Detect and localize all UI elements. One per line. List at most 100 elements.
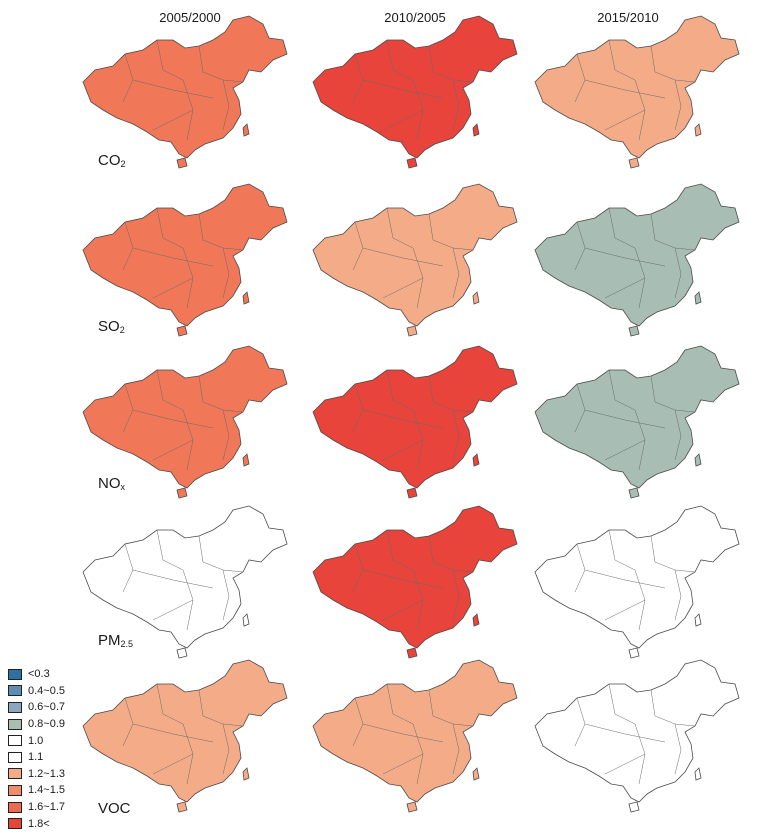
region-shape — [82, 659, 288, 803]
province-boundary — [452, 723, 474, 727]
province-boundary — [452, 409, 460, 461]
region-shape — [406, 647, 418, 659]
province-boundary — [156, 39, 184, 81]
region-shape — [242, 123, 250, 137]
province-boundary — [222, 569, 230, 621]
province-boundary — [674, 409, 682, 461]
province-boundary — [608, 207, 636, 249]
province-map — [534, 345, 740, 499]
region-shape — [472, 291, 480, 305]
province-boundary — [584, 723, 666, 743]
province-boundary — [452, 247, 460, 299]
province-boundary — [452, 569, 460, 621]
legend: <0.3 0.4~0.5 0.6~0.7 0.8~0.9 1.0 1.1 1.2~1.3 1.… — [8, 666, 65, 832]
region-shape — [312, 659, 518, 803]
region-shape — [694, 123, 702, 137]
province-boundary — [650, 689, 676, 725]
province-boundary — [132, 723, 214, 743]
province-boundary — [428, 45, 454, 81]
province-boundary — [222, 79, 230, 131]
province-boundary — [222, 79, 244, 83]
province-boundary — [382, 109, 424, 131]
province-boundary — [428, 535, 454, 571]
province-boundary — [674, 723, 682, 775]
province-boundary — [152, 753, 194, 775]
region-shape — [534, 345, 740, 489]
region-shape — [82, 183, 288, 327]
region-shape — [694, 291, 702, 305]
province-boundary — [386, 207, 414, 249]
region-shape — [176, 487, 188, 499]
legend-item: 1.8< — [8, 815, 65, 832]
legend-swatch — [8, 751, 22, 763]
region-shape — [628, 325, 640, 337]
province-boundary — [650, 535, 676, 571]
province-map — [82, 659, 288, 813]
province-boundary — [674, 723, 696, 727]
region-shape — [406, 487, 418, 499]
row-label-nox: NOx — [98, 475, 125, 492]
legend-label: 1.0 — [28, 734, 44, 747]
province-boundary — [198, 375, 224, 411]
province-boundary — [584, 79, 666, 99]
province-boundary — [584, 569, 666, 589]
legend-swatch — [8, 784, 22, 796]
region-shape — [694, 767, 702, 781]
province-boundary — [604, 277, 646, 299]
legend-swatch — [8, 768, 22, 780]
region-shape — [534, 659, 740, 803]
region-shape — [242, 613, 250, 627]
legend-swatch — [8, 818, 22, 830]
province-map — [534, 659, 740, 813]
region-shape — [628, 157, 640, 169]
province-boundary — [584, 409, 666, 429]
region-shape — [628, 647, 640, 659]
row-label-pm25: PM2.5 — [98, 632, 134, 649]
province-boundary — [132, 569, 214, 589]
province-boundary — [452, 569, 474, 573]
province-boundary — [156, 683, 184, 725]
region-shape — [694, 453, 702, 467]
row-label-voc: VOC — [98, 800, 131, 817]
column-title: 2015/2010 — [597, 10, 659, 25]
legend-label: <0.3 — [28, 668, 50, 681]
province-boundary — [386, 369, 414, 411]
legend-item: 1.0 — [8, 732, 65, 749]
region-shape — [472, 613, 480, 627]
province-boundary — [452, 79, 460, 131]
province-boundary — [608, 683, 636, 725]
region-shape — [694, 613, 702, 627]
province-boundary — [584, 247, 666, 267]
row-label-co2: CO2 — [98, 152, 126, 169]
legend-item: 0.8~0.9 — [8, 716, 65, 733]
province-boundary — [452, 247, 474, 251]
region-shape — [312, 505, 518, 649]
region-shape — [176, 157, 188, 169]
province-boundary — [674, 247, 696, 251]
province-boundary — [362, 569, 444, 589]
region-shape — [472, 453, 480, 467]
province-boundary — [674, 409, 696, 413]
province-boundary — [674, 569, 682, 621]
region-shape — [176, 325, 188, 337]
province-map — [312, 345, 518, 499]
region-shape — [406, 157, 418, 169]
province-map — [534, 505, 740, 659]
province-map — [312, 15, 518, 169]
legend-label: 1.8< — [28, 817, 50, 830]
legend-item: <0.3 — [8, 666, 65, 683]
province-boundary — [198, 535, 224, 571]
province-boundary — [222, 569, 244, 573]
province-boundary — [608, 529, 636, 571]
region-shape — [534, 15, 740, 159]
province-boundary — [650, 213, 676, 249]
province-boundary — [674, 79, 696, 83]
province-boundary — [198, 213, 224, 249]
region-shape — [472, 123, 480, 137]
province-boundary — [604, 599, 646, 621]
province-boundary — [382, 439, 424, 461]
column-title: 2005/2000 — [159, 10, 221, 25]
legend-label: 1.2~1.3 — [28, 767, 66, 780]
province-boundary — [452, 79, 474, 83]
province-map — [312, 505, 518, 659]
